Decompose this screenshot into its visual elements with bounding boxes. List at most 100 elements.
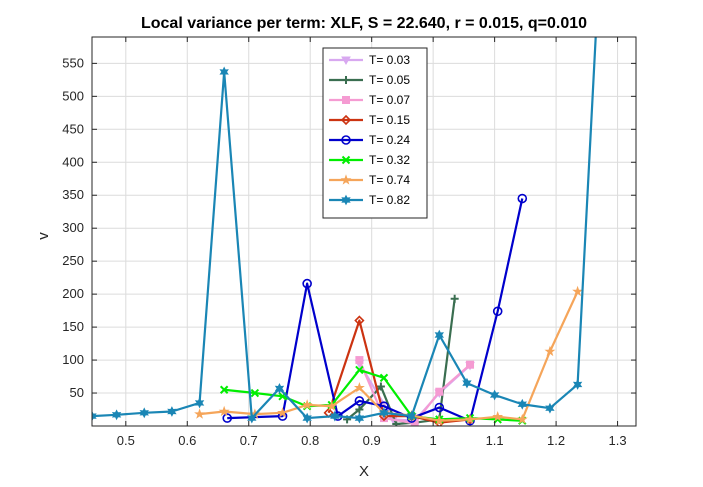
series-line xyxy=(92,37,597,420)
data-point xyxy=(464,413,476,425)
legend-label: T= 0.74 xyxy=(369,173,410,187)
data-point xyxy=(376,382,385,391)
y-axis-ticks: 50 100 150 200 250 300 350 400 450 500 550 xyxy=(62,55,636,400)
legend-label: T= 0.32 xyxy=(369,153,410,167)
data-point xyxy=(222,413,233,423)
y-tick-label: 550 xyxy=(62,55,84,70)
series-t-0-82 xyxy=(92,37,597,424)
x-tick-label: 0.6 xyxy=(178,433,196,448)
legend-label: T= 0.82 xyxy=(369,193,410,207)
series-line xyxy=(227,198,524,422)
data-point xyxy=(274,383,285,394)
x-tick-label: 0.8 xyxy=(301,433,319,448)
data-point xyxy=(355,365,364,375)
y-tick-label: 50 xyxy=(70,385,84,400)
data-point xyxy=(433,415,445,426)
data-point xyxy=(92,410,97,422)
data-point xyxy=(379,407,389,419)
x-axis-label: X xyxy=(359,463,369,480)
data-point xyxy=(489,389,500,401)
legend-label: T= 0.07 xyxy=(369,93,410,107)
data-point xyxy=(379,373,389,383)
data-point xyxy=(111,409,122,421)
data-point xyxy=(219,66,229,78)
data-point xyxy=(302,278,312,289)
data-point xyxy=(353,382,365,393)
data-point xyxy=(517,193,528,204)
legend-item: T= 0.24 xyxy=(329,133,410,147)
data-point xyxy=(330,410,340,422)
data-point xyxy=(392,420,401,426)
data-point xyxy=(492,411,504,422)
chart-title: Local variance per term: XLF, S = 22.640… xyxy=(141,15,587,32)
data-point xyxy=(572,285,584,297)
data-point xyxy=(301,399,313,410)
legend-item: T= 0.07 xyxy=(329,93,410,107)
data-point xyxy=(250,388,260,398)
data-point xyxy=(277,407,288,418)
x-tick-label: 1.3 xyxy=(609,433,627,448)
data-point xyxy=(247,412,257,424)
y-tick-label: 450 xyxy=(62,121,84,136)
plot-frame xyxy=(91,36,637,427)
data-point xyxy=(354,315,365,326)
data-point xyxy=(340,114,352,126)
data-point xyxy=(406,410,417,422)
data-point xyxy=(218,405,230,417)
data-point xyxy=(341,135,351,145)
x-tick-label: 1 xyxy=(430,433,437,448)
data-point xyxy=(435,387,444,396)
y-tick-label: 100 xyxy=(62,352,84,367)
legend-item: T= 0.15 xyxy=(329,113,410,127)
data-point xyxy=(167,406,177,417)
legend-box xyxy=(322,47,428,219)
y-tick-label: 400 xyxy=(62,154,84,169)
data-point xyxy=(516,413,528,425)
y-tick-label: 200 xyxy=(62,286,84,301)
data-point xyxy=(572,379,583,390)
legend-item: T= 0.82 xyxy=(329,193,410,207)
y-tick-label: 350 xyxy=(62,187,84,202)
y-axis-label: v xyxy=(35,232,52,240)
series-line xyxy=(327,319,471,424)
data-point xyxy=(342,96,350,104)
legend-item: T= 0.32 xyxy=(329,153,410,167)
data-point xyxy=(545,402,555,414)
data-point xyxy=(355,356,364,365)
series-layer xyxy=(92,37,597,426)
data-point xyxy=(194,408,206,419)
data-point xyxy=(544,345,556,357)
y-tick-label: 250 xyxy=(62,253,84,268)
data-point xyxy=(341,56,351,66)
data-point xyxy=(341,155,351,165)
x-tick-label: 0.9 xyxy=(363,433,381,448)
data-point xyxy=(326,400,338,411)
data-point xyxy=(302,412,312,424)
data-point xyxy=(355,405,364,414)
y-tick-label: 500 xyxy=(62,88,84,103)
legend-item: T= 0.05 xyxy=(329,73,410,87)
x-tick-label: 0.5 xyxy=(117,433,135,448)
data-point xyxy=(342,76,350,84)
data-point xyxy=(492,306,503,317)
legend-item: T= 0.74 xyxy=(329,173,410,187)
data-point xyxy=(354,396,365,406)
legend-label: T= 0.24 xyxy=(369,133,410,147)
x-tick-label: 0.7 xyxy=(240,433,258,448)
legend-label: T= 0.15 xyxy=(369,113,410,127)
data-point xyxy=(341,194,351,206)
x-tick-label: 1.1 xyxy=(486,433,504,448)
legend: T= 0.03 T= 0.05 T= 0.07 T= 0.15 T= 0.24 T= 0.… xyxy=(322,47,428,219)
legend-item: T= 0.03 xyxy=(329,53,410,67)
data-point xyxy=(219,385,229,394)
data-point xyxy=(462,377,472,389)
data-point xyxy=(194,397,205,409)
data-point xyxy=(434,329,444,341)
y-tick-label: 150 xyxy=(62,319,84,334)
data-point xyxy=(517,398,527,410)
data-point xyxy=(450,294,459,303)
x-axis-ticks: 0.5 0.6 0.7 0.8 0.9 1 1.1 1.2 1.3 xyxy=(117,37,627,448)
data-point xyxy=(139,407,149,419)
data-point xyxy=(340,174,352,185)
